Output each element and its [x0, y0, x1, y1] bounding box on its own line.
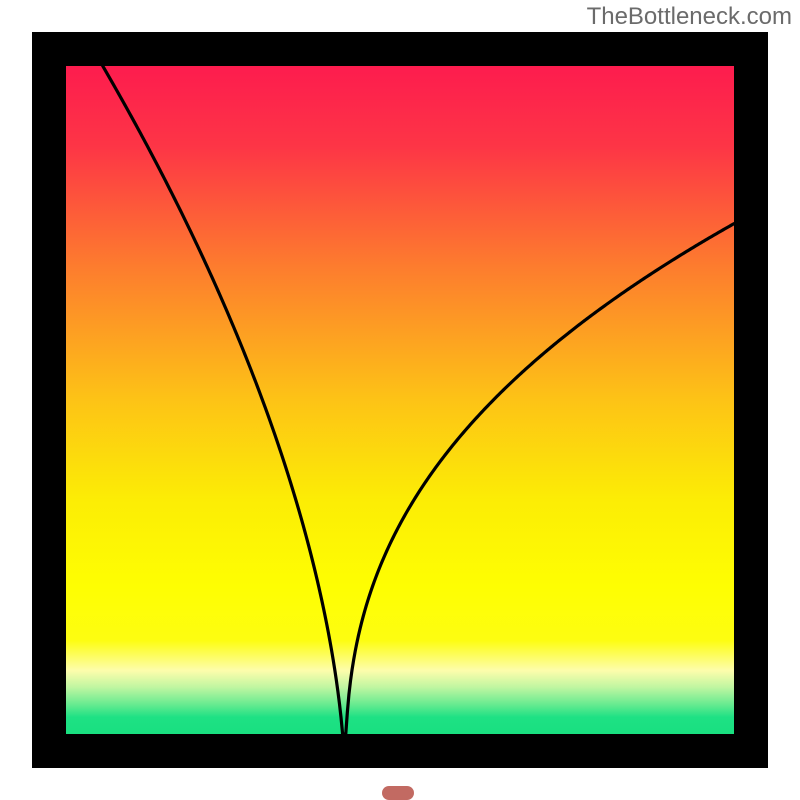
watermark-text: TheBottleneck.com — [587, 3, 792, 30]
bottleneck-marker — [382, 786, 414, 800]
chart-background — [66, 66, 734, 734]
bottleneck-chart: TheBottleneck.com — [0, 0, 800, 800]
